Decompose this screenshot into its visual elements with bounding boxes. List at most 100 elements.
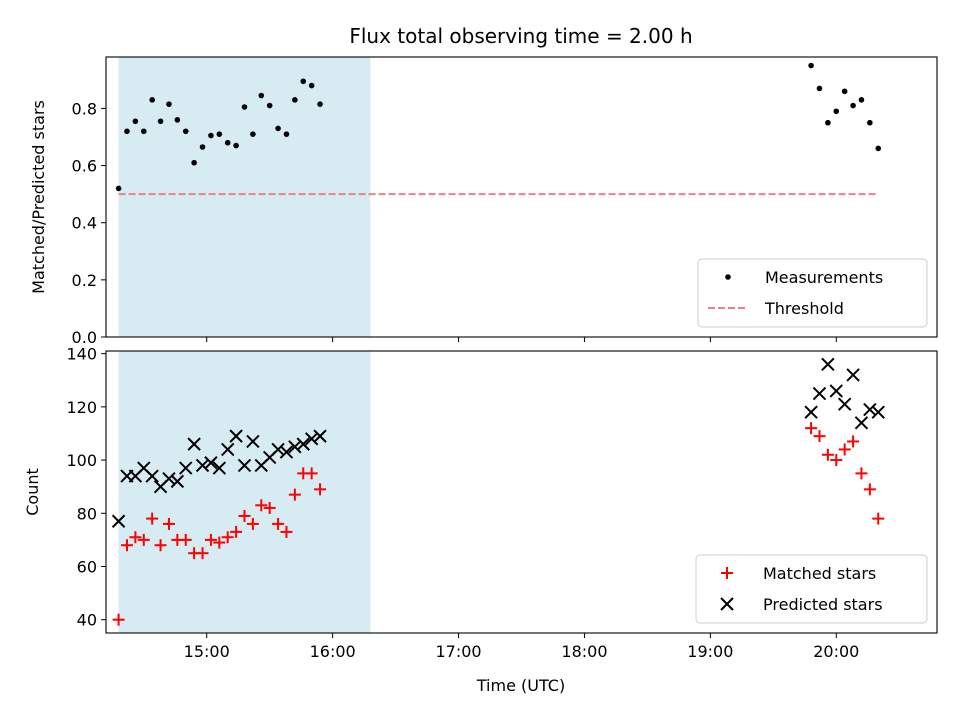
legend-predicted-label: Predicted stars xyxy=(763,595,883,614)
predicted-star-point xyxy=(221,442,235,457)
y-tick-label: 100 xyxy=(66,451,97,470)
x-tick-label: 16:00 xyxy=(310,642,356,661)
y-tick-label: 0.8 xyxy=(72,99,97,118)
measurement-point xyxy=(808,62,814,69)
matched-star-point xyxy=(146,512,159,525)
measurement-point xyxy=(825,119,831,126)
bottom-y-axis: 40 60 80 100 120 140 xyxy=(66,345,106,630)
predicted-star-point xyxy=(829,384,843,398)
predicted-star-point xyxy=(288,440,302,454)
matched-star-point xyxy=(805,422,818,435)
predicted-star-point xyxy=(204,456,218,470)
top-panel-frame xyxy=(105,56,938,338)
matched-star-point xyxy=(821,448,834,461)
matched-star-point xyxy=(196,547,209,560)
predicted-star-point xyxy=(804,405,818,419)
measurement-point xyxy=(833,108,840,115)
measurement-point xyxy=(308,82,315,89)
matched-star-point xyxy=(272,517,285,530)
measurement-point xyxy=(115,185,122,192)
y-tick-label: 0.6 xyxy=(72,157,97,176)
measurement-point xyxy=(174,117,181,123)
matched-star-point xyxy=(305,467,318,480)
matched-star-point xyxy=(838,443,851,456)
matched-star-point xyxy=(872,512,885,525)
measurement-point xyxy=(250,131,256,137)
measurement-point xyxy=(166,101,172,107)
measurement-point xyxy=(191,159,197,166)
top-panel: 0.00.20.40.60.8 Matched/Predicted stars … xyxy=(29,56,938,347)
bottom-y-axis-label: Count xyxy=(23,468,42,516)
predicted-star-point xyxy=(296,437,310,451)
predicted-star-point xyxy=(313,429,327,443)
predicted-star-point xyxy=(111,514,126,528)
observing-window-shade-top xyxy=(118,57,371,337)
matched-star-point xyxy=(830,454,843,467)
bottom-legend-box xyxy=(695,554,928,624)
observing-window-shade-bottom xyxy=(118,351,371,633)
predicted-star-point xyxy=(846,368,860,382)
matched-star-point xyxy=(120,539,133,552)
matched-star-point xyxy=(863,483,876,496)
matched-star-point xyxy=(162,517,175,530)
predicted-star-point xyxy=(246,434,260,449)
x-tick-label: 20:00 xyxy=(813,642,859,661)
x-tick-label: 19:00 xyxy=(687,642,733,661)
predicted-star-point xyxy=(212,461,227,475)
y-tick-label: 0.0 xyxy=(72,328,97,347)
measurement-point xyxy=(858,97,865,103)
y-tick-label: 120 xyxy=(66,398,97,417)
bottom-legend: Matched stars Predicted stars xyxy=(695,554,928,624)
matched-star-point xyxy=(847,435,860,448)
legend-matched-label: Matched stars xyxy=(763,564,876,583)
measurement-point xyxy=(233,142,239,149)
measurement-point xyxy=(216,131,223,137)
predicted-star-point xyxy=(863,402,877,417)
x-tick-label: 18:00 xyxy=(561,642,607,661)
top-legend-box xyxy=(697,258,928,328)
predicted-star-point xyxy=(854,416,869,430)
top-y-axis-label: Matched/Predicted stars xyxy=(29,100,48,294)
measurement-point xyxy=(283,131,290,137)
measurement-point xyxy=(132,118,139,125)
measurement-point xyxy=(875,145,882,152)
matched-star-point xyxy=(238,509,251,522)
y-tick-label: 0.2 xyxy=(72,271,97,290)
predicted-star-point xyxy=(837,397,852,411)
measurement-point xyxy=(850,102,856,109)
predicted-star-point xyxy=(179,461,193,475)
bottom-panel-frame xyxy=(105,350,938,634)
matched-star-point xyxy=(129,531,142,544)
matched-star-point xyxy=(288,488,301,501)
matched-star-point xyxy=(112,613,125,626)
matched-star-point xyxy=(221,531,234,544)
matched-star-point xyxy=(213,536,226,549)
matched-star-point xyxy=(230,525,243,538)
predicted-star-point xyxy=(195,458,210,473)
legend-measurements-label: Measurements xyxy=(765,268,883,287)
measurement-point xyxy=(124,128,130,135)
top-legend: Measurements Threshold xyxy=(697,258,928,328)
measurement-point xyxy=(317,101,323,107)
matched-star-point xyxy=(255,499,268,512)
predicted-star-point xyxy=(145,469,159,483)
predicted-star-point xyxy=(229,429,243,443)
y-tick-label: 0.4 xyxy=(72,214,97,233)
matched-star-point xyxy=(204,533,217,546)
matched-star-point xyxy=(813,430,826,443)
predicted-star-point xyxy=(871,405,885,419)
matched-star-point xyxy=(280,525,293,538)
predicted-star-point xyxy=(812,386,827,401)
measurement-point xyxy=(300,78,307,85)
predicted-star-point xyxy=(162,471,176,486)
predicted-star-point xyxy=(821,357,835,372)
measurement-point xyxy=(140,128,147,135)
predicted-star-point xyxy=(237,458,252,473)
top-plot-marks xyxy=(115,62,882,196)
matched-star-point xyxy=(314,483,327,496)
x-tick-label: 15:00 xyxy=(184,642,230,661)
measurement-point xyxy=(266,102,273,109)
measurement-point xyxy=(224,139,231,146)
x-axis-label: Time (UTC) xyxy=(476,676,565,695)
